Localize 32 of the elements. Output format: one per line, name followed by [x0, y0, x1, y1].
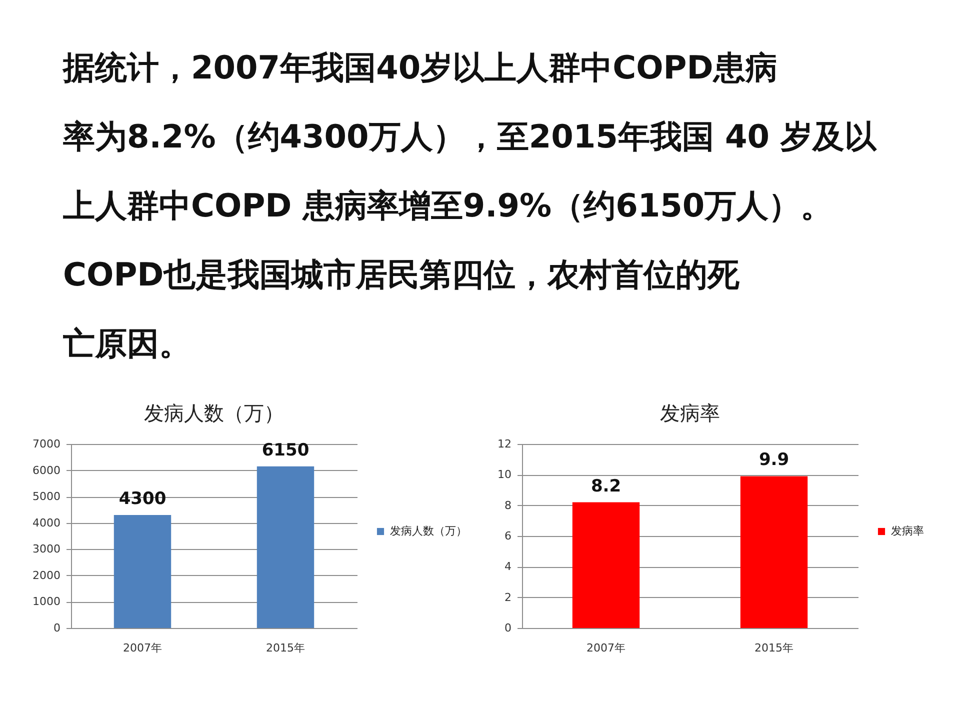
y-tick-label: 3000 — [32, 542, 60, 556]
text: 据统计，2007年我国40岁以上人群中COPD患病 — [62, 48, 778, 86]
x-tick-label: 2007年 — [123, 642, 162, 654]
y-tick-label: 4 — [504, 560, 512, 574]
y-tick-label: 0 — [54, 622, 60, 634]
data-label: 8.2 — [590, 476, 622, 496]
text: COPD也是我国城市居民第四位，农村首位的死 — [63, 256, 740, 294]
data-label: 6150 — [262, 440, 310, 460]
y-tick-label: 10 — [498, 468, 512, 482]
legend-label: 发病率 — [891, 524, 924, 538]
y-tick-label: 2 — [504, 590, 512, 604]
text: 率为8.2%（约4300万人），至2015年我国 40 岁及以 — [63, 118, 878, 156]
x-tick-label: 2007年 — [586, 642, 626, 654]
legend-label: 发病人数（万） — [390, 524, 467, 538]
data-label: 9.9 — [758, 450, 790, 470]
y-tick-label: 5000 — [32, 490, 60, 504]
x-tick-label: 2015年 — [754, 642, 794, 654]
y-tick-label: 6000 — [32, 464, 60, 477]
y-tick-label: 4000 — [32, 516, 60, 530]
y-tick-label: 8 — [504, 498, 512, 512]
y-tick-label: 0 — [504, 622, 512, 634]
y-tick-label: 7000 — [32, 438, 60, 450]
text: 上人群中COPD 患病率增至9.9%（约6150万人）。 — [62, 186, 833, 224]
chart-title: 发病人数（万） — [144, 401, 284, 425]
chart-title: 发病率 — [660, 401, 720, 425]
y-tick-label: 6 — [504, 530, 512, 542]
y-tick-label: 2000 — [32, 568, 60, 582]
data-label: 4300 — [118, 488, 166, 509]
y-tick-label: 1000 — [32, 595, 60, 608]
x-tick-label: 2015年 — [266, 642, 305, 654]
text: 亡原因。 — [62, 324, 191, 362]
y-tick-label: 12 — [498, 438, 512, 450]
